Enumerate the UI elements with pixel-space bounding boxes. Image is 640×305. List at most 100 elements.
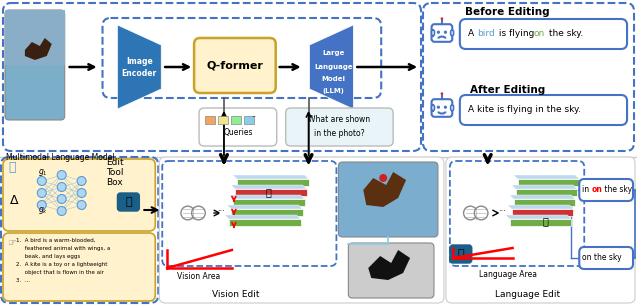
FancyBboxPatch shape	[431, 105, 435, 111]
Circle shape	[444, 30, 447, 34]
Circle shape	[437, 30, 440, 34]
FancyBboxPatch shape	[199, 108, 276, 146]
Polygon shape	[368, 250, 410, 280]
FancyBboxPatch shape	[451, 30, 454, 36]
FancyBboxPatch shape	[451, 105, 454, 111]
Bar	[218, 116, 228, 124]
Text: Language Edit: Language Edit	[495, 290, 560, 299]
Text: Large: Large	[323, 50, 344, 56]
Circle shape	[57, 170, 66, 180]
FancyBboxPatch shape	[3, 3, 421, 151]
Polygon shape	[364, 172, 406, 207]
Polygon shape	[225, 215, 301, 219]
Polygon shape	[231, 209, 303, 216]
Circle shape	[474, 206, 488, 220]
FancyBboxPatch shape	[450, 245, 472, 263]
Text: After Editing: After Editing	[470, 85, 545, 95]
FancyBboxPatch shape	[3, 159, 156, 231]
Text: Encoder: Encoder	[122, 69, 157, 77]
Text: A: A	[468, 30, 477, 38]
FancyBboxPatch shape	[5, 10, 65, 120]
Polygon shape	[227, 205, 303, 209]
Polygon shape	[513, 199, 575, 206]
Text: Vision Edit: Vision Edit	[212, 290, 260, 299]
Text: on the sky: on the sky	[582, 253, 622, 263]
Circle shape	[77, 188, 86, 198]
Text: $\Delta$: $\Delta$	[9, 194, 19, 207]
Polygon shape	[229, 195, 305, 199]
Text: 🐞: 🐞	[543, 216, 548, 226]
Text: A kite is flying in the sky.: A kite is flying in the sky.	[468, 106, 580, 114]
Polygon shape	[233, 199, 305, 206]
Text: 🐞: 🐞	[266, 187, 271, 197]
Text: 🔧: 🔧	[125, 197, 132, 207]
FancyBboxPatch shape	[579, 179, 633, 201]
Polygon shape	[118, 25, 161, 109]
Text: in the photo?: in the photo?	[314, 128, 365, 138]
FancyBboxPatch shape	[431, 99, 452, 117]
FancyBboxPatch shape	[285, 108, 393, 146]
Text: feathered animal with wings, a: feathered animal with wings, a	[16, 246, 110, 251]
Text: ...: ...	[498, 204, 506, 213]
FancyBboxPatch shape	[118, 193, 140, 211]
Text: ...: ...	[217, 204, 225, 213]
Circle shape	[77, 177, 86, 185]
Polygon shape	[506, 215, 572, 219]
FancyBboxPatch shape	[460, 95, 627, 125]
Circle shape	[181, 206, 195, 220]
Circle shape	[37, 188, 46, 198]
Text: Language Area: Language Area	[479, 270, 536, 279]
Bar	[5, 10, 65, 65]
Circle shape	[57, 182, 66, 192]
Text: Model: Model	[321, 76, 346, 82]
Polygon shape	[231, 185, 307, 189]
Text: Box: Box	[106, 178, 124, 187]
Text: What are shown: What are shown	[308, 116, 371, 124]
Text: Before Editing: Before Editing	[465, 7, 550, 17]
Text: Language: Language	[314, 64, 353, 70]
Text: 3.  ...: 3. ...	[16, 278, 30, 283]
Circle shape	[441, 92, 443, 95]
Text: object that is flown in the air: object that is flown in the air	[16, 270, 104, 275]
FancyBboxPatch shape	[431, 30, 435, 36]
FancyBboxPatch shape	[159, 157, 444, 303]
Polygon shape	[509, 219, 572, 226]
Text: Queries: Queries	[223, 127, 253, 137]
Polygon shape	[25, 38, 52, 60]
FancyBboxPatch shape	[348, 243, 434, 298]
FancyBboxPatch shape	[431, 24, 452, 42]
FancyBboxPatch shape	[579, 247, 633, 269]
Circle shape	[441, 17, 443, 20]
Polygon shape	[511, 185, 577, 189]
Text: (LLM): (LLM)	[323, 88, 344, 94]
Circle shape	[37, 200, 46, 210]
Circle shape	[380, 174, 387, 182]
Text: $g_1$: $g_1$	[38, 167, 47, 178]
Circle shape	[437, 106, 440, 109]
Bar	[244, 116, 254, 124]
Polygon shape	[237, 179, 308, 186]
Polygon shape	[235, 189, 307, 196]
Text: is flying: is flying	[495, 30, 537, 38]
Polygon shape	[518, 179, 579, 186]
FancyBboxPatch shape	[460, 19, 627, 49]
Circle shape	[57, 206, 66, 216]
Text: the sky: the sky	[602, 185, 632, 195]
Polygon shape	[229, 219, 301, 226]
Polygon shape	[509, 195, 575, 199]
Text: ☞: ☞	[7, 238, 16, 248]
Text: in: in	[582, 185, 592, 195]
Text: beak, and lays eggs: beak, and lays eggs	[16, 254, 80, 259]
FancyBboxPatch shape	[339, 162, 438, 237]
Text: Vision Area: Vision Area	[177, 272, 221, 281]
Circle shape	[37, 177, 46, 185]
Text: on: on	[534, 30, 545, 38]
Polygon shape	[513, 175, 579, 179]
Text: the sky.: the sky.	[547, 30, 584, 38]
Circle shape	[57, 195, 66, 203]
Text: on: on	[591, 185, 602, 195]
Circle shape	[463, 206, 477, 220]
Polygon shape	[233, 175, 308, 179]
Bar	[231, 116, 241, 124]
Text: Multimodal Language Model: Multimodal Language Model	[6, 153, 115, 162]
